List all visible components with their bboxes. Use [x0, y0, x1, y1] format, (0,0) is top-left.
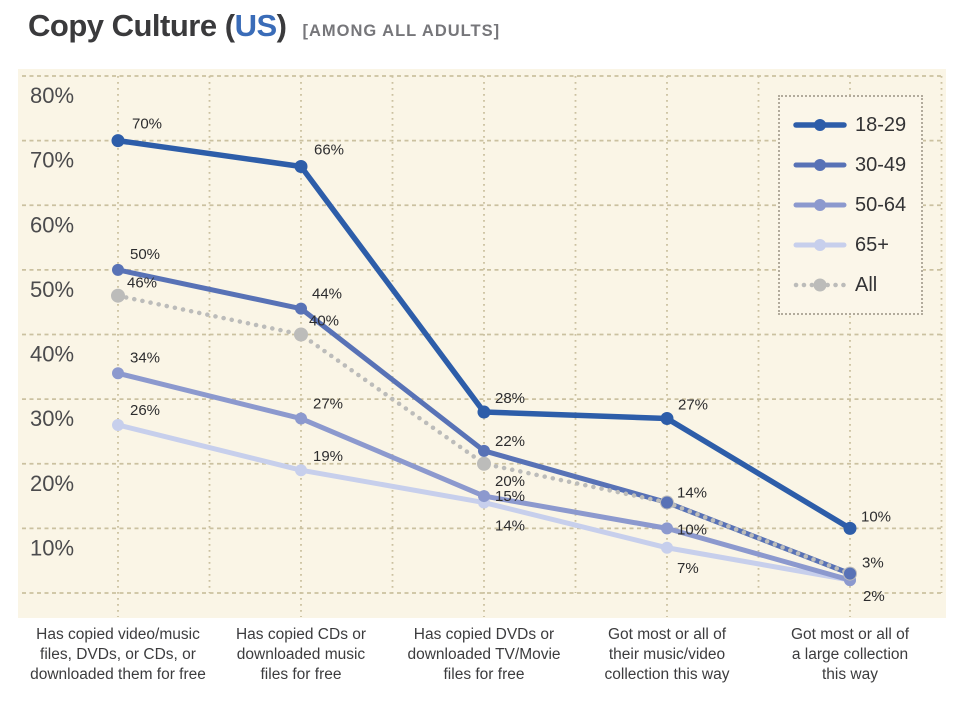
legend-label: 65+ [855, 234, 889, 256]
data-point-label: 2% [863, 588, 885, 605]
legend-label: All [855, 274, 878, 296]
category-label: collection this way [605, 666, 730, 683]
data-point-30-49[interactable] [112, 263, 124, 276]
data-point-label: 70% [132, 116, 162, 133]
category-label: files for free [444, 666, 525, 683]
data-point-label: 46% [127, 275, 157, 292]
y-axis-tick-label: 10% [30, 535, 74, 560]
category-label: this way [822, 666, 878, 683]
data-point-label: 40% [309, 313, 339, 330]
data-point-18-29[interactable] [660, 412, 674, 426]
category-label: downloaded music [237, 646, 366, 663]
y-axis-tick-label: 30% [30, 406, 74, 431]
data-point-label: 19% [313, 448, 343, 465]
data-point-18-29[interactable] [843, 521, 857, 535]
data-point-65+[interactable] [295, 464, 307, 477]
data-point-label: 20% [495, 473, 525, 490]
data-point-label: 26% [130, 402, 160, 419]
page-title: Copy Culture (US) [28, 8, 287, 43]
legend-item-65+[interactable]: 65+ [793, 234, 917, 256]
data-point-30-49[interactable] [295, 302, 307, 315]
data-point-label: 14% [677, 485, 707, 502]
data-point-50-64[interactable] [478, 490, 490, 503]
legend-item-18-29[interactable]: 18-29 [793, 114, 917, 136]
y-axis-tick-label: 80% [30, 83, 74, 108]
data-point-30-49[interactable] [661, 496, 673, 509]
legend-item-50-64[interactable]: 50-64 [793, 194, 917, 216]
y-axis-tick-label: 50% [30, 277, 74, 302]
data-point-label: 15% [495, 488, 525, 505]
data-point-18-29[interactable] [477, 405, 491, 419]
chart-legend: 18-29 30-49 50-64 65+ All [778, 95, 923, 315]
category-label: Got most or all of [791, 626, 910, 643]
data-point-label: 10% [677, 521, 707, 538]
legend-line-swatch-icon [793, 119, 847, 131]
data-point-50-64[interactable] [661, 522, 673, 535]
data-point-label: 10% [861, 508, 891, 525]
data-point-65+[interactable] [661, 541, 673, 554]
chart-header: Copy Culture (US) [AMONG ALL ADULTS] [28, 8, 500, 44]
data-point-All[interactable] [294, 327, 308, 342]
category-label: files for free [261, 666, 342, 683]
legend-label: 50-64 [855, 194, 907, 216]
data-point-30-49[interactable] [478, 444, 490, 457]
category-label: downloaded TV/Movie [407, 646, 560, 663]
y-axis-tick-label: 70% [30, 148, 74, 173]
legend-line-swatch-icon [793, 159, 847, 171]
legend-line-swatch-icon [793, 239, 847, 251]
series-line-All [115, 293, 853, 576]
category-label: Has copied CDs or [236, 626, 366, 643]
y-axis-tick-label: 40% [30, 342, 74, 367]
data-point-50-64[interactable] [295, 412, 307, 425]
title-subtitle: [AMONG ALL ADULTS] [302, 22, 501, 40]
data-point-label: 22% [495, 433, 525, 450]
category-label: a large collection [792, 646, 908, 663]
legend-label: 30-49 [855, 154, 907, 176]
data-point-label: 27% [678, 397, 708, 414]
data-point-All[interactable] [477, 456, 491, 471]
y-axis-tick-label: 60% [30, 212, 74, 237]
data-point-18-29[interactable] [111, 134, 125, 148]
data-point-label: 66% [314, 141, 344, 158]
data-point-label: 28% [495, 390, 525, 407]
y-axis-tick-label: 20% [30, 471, 74, 496]
data-point-label: 34% [130, 349, 160, 366]
data-point-30-49[interactable] [844, 567, 856, 580]
category-label: their music/video [609, 646, 725, 663]
title-prefix: Copy Culture ( [28, 8, 235, 43]
data-point-label: 50% [130, 246, 160, 263]
legend-label: 18-29 [855, 114, 907, 136]
data-point-label: 44% [312, 286, 342, 303]
title-highlight-us: US [234, 8, 278, 43]
legend-line-swatch-icon [793, 199, 847, 211]
category-label: downloaded them for free [30, 666, 206, 683]
legend-line-swatch-icon [793, 278, 847, 292]
legend-item-All[interactable]: All [793, 274, 917, 296]
data-point-label: 7% [677, 560, 699, 577]
category-label: files, DVDs, or CDs, or [40, 646, 196, 663]
legend-item-30-49[interactable]: 30-49 [793, 154, 917, 176]
data-point-label: 3% [862, 555, 884, 572]
category-label: Has copied DVDs or [414, 626, 554, 643]
data-point-All[interactable] [111, 288, 125, 303]
data-point-label: 27% [313, 396, 343, 413]
title-suffix: ) [276, 8, 287, 43]
category-label: Got most or all of [608, 626, 727, 643]
category-label: Has copied video/music [36, 626, 200, 643]
data-point-18-29[interactable] [294, 159, 308, 173]
data-point-50-64[interactable] [112, 367, 124, 380]
data-point-label: 14% [495, 518, 525, 535]
data-point-65+[interactable] [112, 418, 124, 431]
